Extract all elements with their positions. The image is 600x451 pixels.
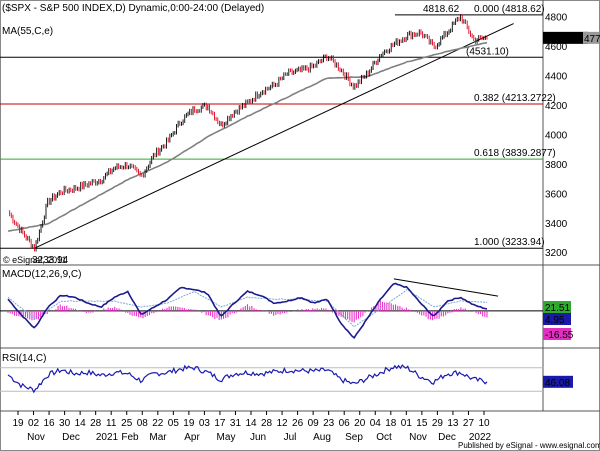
macd-label: MACD(12,26,9,C) [2,269,81,280]
x-day-label: 10 [478,418,490,429]
x-day-label: 25 [121,418,133,429]
fib-level-label: (4531.10) [466,46,509,57]
x-month-label: 2021 [96,432,119,443]
watermark: © eSignal, 2011 [3,255,67,265]
fib-level-label: 0.382 (4213.2722) [474,93,556,104]
x-day-label: 23 [323,418,335,429]
x-day-label: 18 [385,418,397,429]
x-day-label: 27 [463,418,475,429]
price-tick-label: 4400 [545,72,568,83]
x-day-label: 09 [308,418,320,429]
macd-value-text: 4.95 [545,315,565,326]
price-tick-label: 3800 [545,160,568,171]
rsi-value-badge [543,375,573,388]
x-day-label: 30 [59,418,71,429]
price-tick-label: 3600 [545,189,568,200]
x-month-label: May [217,432,236,443]
x-day-label: 02 [28,418,40,429]
x-day-label: 14 [75,418,87,429]
x-day-label: 15 [416,418,428,429]
price-tick-label: 4200 [545,101,568,112]
x-day-label: 19 [12,418,24,429]
fib-level-label: 0.000 (4818.62) [474,4,545,15]
macd-value-badge [543,301,571,313]
x-month-label: 2022 [469,432,492,443]
x-day-label: 14 [245,418,257,429]
macd-line [7,282,488,339]
axis-layer: 19 02 16 30 14 28 11 25 08 22 05 19 03 17 31 14 28 12 26 09… [12,411,492,443]
x-day-label: 04 [370,418,382,429]
x-month-label: Dec [438,432,456,443]
macd-panel: 21.514.95 -16.55 [0,278,574,341]
x-day-label: 28 [261,418,273,429]
macd-divergence-line [393,278,499,297]
x-day-label: 12 [277,418,289,429]
x-day-label: 03 [199,418,211,429]
x-month-label: Jun [250,432,266,443]
x-day-label: 29 [432,418,444,429]
x-day-label: 06 [339,418,351,429]
x-month-label: Dec [62,432,80,443]
rsi-label: RSI(14,C) [2,353,46,364]
x-day-label: 19 [183,418,195,429]
macd-value-text: -16.55 [545,330,574,341]
x-month-label: Nov [27,432,45,443]
last-price-badge [543,31,588,44]
fib-level-label: 1.000 (3233.94) [474,237,545,248]
x-day-label: 11 [106,418,117,429]
x-day-label: 26 [292,418,304,429]
x-month-label: Jul [284,432,297,443]
x-month-label: Oct [376,432,392,443]
x-day-label: 08 [137,418,149,429]
macd-value-badge [543,313,571,325]
x-month-label: Apr [184,432,200,443]
x-day-label: 01 [401,418,413,429]
x-day-label: 17 [214,418,226,429]
x-day-label: 31 [230,418,242,429]
side-price-value: 477 [584,34,600,45]
x-month-label: Sep [345,432,363,443]
x-month-label: Feb [121,432,139,443]
chart-title: ($SPX - S&P 500 INDEX,D) Dynamic,0:00-24… [2,3,264,14]
ma-label: MA(55,C,e) [2,26,53,37]
x-day-label: 13 [447,418,459,429]
x-day-label: 20 [354,418,366,429]
macd-value-text: 21.51 [545,303,570,314]
rsi-panel: 46.08 [0,364,573,394]
x-day-label: 16 [44,418,56,429]
high-annotation: 4818.62 [423,4,460,15]
price-tick-label: 4800 [545,13,568,24]
rsi-value-text: 46.08 [545,378,570,389]
rsi-line [7,364,488,394]
price-panel: 3200 3400 3600 3800 4000 4200 4400 4600 48000.00… [0,4,600,266]
last-price-value: 4662.85 [545,34,582,45]
price-tick-label: 4000 [545,130,568,141]
macd-value-badge [543,328,571,340]
x-day-label: 22 [152,418,164,429]
x-day-label: 05 [168,418,180,429]
trendline [34,23,514,249]
footer-credit: Published by eSignal - www.esignal.com [458,441,600,450]
x-month-label: Mar [149,432,167,443]
price-tick-label: 4600 [545,42,568,53]
side-price-badge [583,31,599,44]
x-month-label: Nov [409,432,427,443]
low-annotation: 3233.94 [32,255,69,266]
ma55-line [7,41,488,232]
fib-level-label: 0.618 (3839.2877) [474,148,556,159]
price-tick-label: 3200 [545,248,568,259]
price-tick-label: 3400 [545,219,568,230]
macd-signal-line [7,288,488,328]
x-month-label: Aug [313,432,331,443]
x-day-label: 28 [90,418,102,429]
